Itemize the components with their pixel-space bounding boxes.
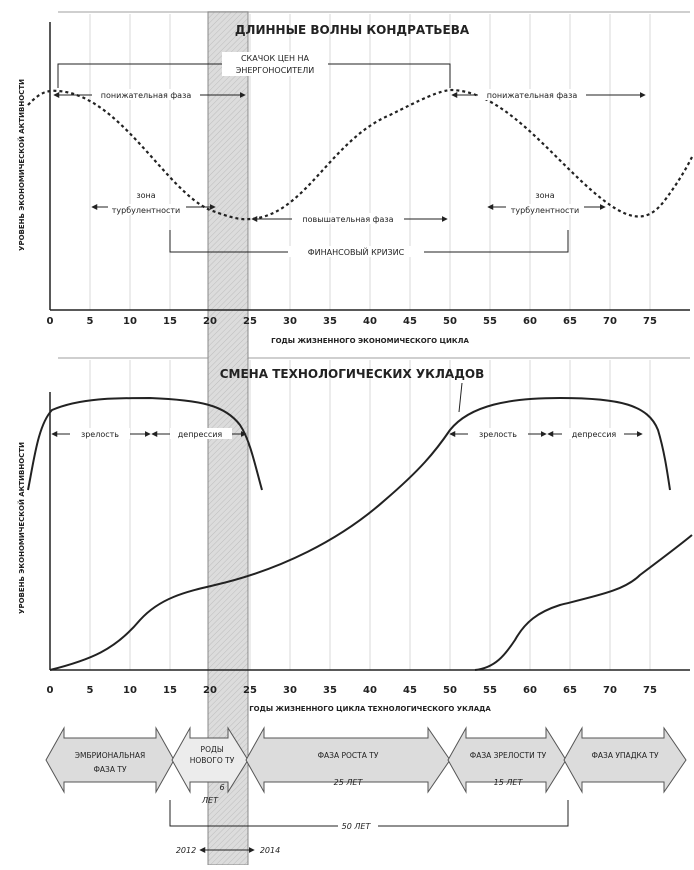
bottom-tick-35: 35 <box>323 685 337 696</box>
bottom-tick-45: 45 <box>403 685 417 696</box>
maturity-1-label: зрелость <box>81 430 119 439</box>
price-drop-label-bg <box>222 52 328 76</box>
top-tick-labels: 0 5 10 15 20 25 30 35 40 45 50 55 60 65 … <box>47 316 657 327</box>
decline-phase-arrow <box>563 726 687 794</box>
bottom-tick-20: 20 <box>203 685 217 696</box>
bottom-tick-55: 55 <box>483 685 497 696</box>
turbulence-1-line2: турбулентности <box>112 206 180 215</box>
year-end-label: 2014 <box>260 846 280 855</box>
birth-phase-line1: РОДЫ <box>201 745 224 754</box>
price-drop-label-line2: ЭНЕРГОНОСИТЕЛИ <box>236 66 314 75</box>
top-tick-70: 70 <box>603 316 617 327</box>
top-tick-55: 55 <box>483 316 497 327</box>
birth-phase-line2: НОВОГО ТУ <box>190 756 235 765</box>
embryonic-phase-line2: ФАЗА ТУ <box>93 765 126 774</box>
bottom-tick-25: 25 <box>243 685 257 696</box>
kondratiev-wave <box>27 88 693 221</box>
embryonic-phase-arrow <box>45 726 175 794</box>
maturity-2-label: зрелость <box>479 430 517 439</box>
new-mode-curve <box>474 534 693 671</box>
bottom-tick-75: 75 <box>643 685 657 696</box>
top-tick-40: 40 <box>363 316 377 327</box>
bottom-tick-60: 60 <box>523 685 537 696</box>
top-chart-title: ДЛИННЫЕ ВОЛНЫ КОНДРАТЬЕВА <box>235 23 470 37</box>
current-mode-curve <box>49 396 671 671</box>
top-tick-15: 15 <box>163 316 177 327</box>
bottom-tick-0: 0 <box>47 685 54 696</box>
top-tick-10: 10 <box>123 316 137 327</box>
curve-pointer-line <box>458 382 463 413</box>
top-tick-65: 65 <box>563 316 577 327</box>
up-phase-label: повышательная фаза <box>302 215 393 224</box>
top-tick-25: 25 <box>243 316 257 327</box>
top-tick-75: 75 <box>643 316 657 327</box>
turbulence-2-line2: турбулентности <box>511 206 579 215</box>
top-tick-0: 0 <box>47 316 54 327</box>
top-tick-20: 20 <box>203 316 217 327</box>
bottom-tick-10: 10 <box>123 685 137 696</box>
bottom-chart-title: СМЕНА ТЕХНОЛОГИЧЕСКИХ УКЛАДОВ <box>220 367 485 381</box>
top-tick-45: 45 <box>403 316 417 327</box>
top-tick-35: 35 <box>323 316 337 327</box>
bottom-x-axis-label: ГОДЫ ЖИЗНЕННОГО ЦИКЛА ТЕХНОЛОГИЧЕСКОГО У… <box>249 705 491 713</box>
maturity-phase-years: 15 ЛЕТ <box>494 778 524 787</box>
top-x-axis-label: ГОДЫ ЖИЗНЕННОГО ЭКОНОМИЧЕСКОГО ЦИКЛА <box>271 337 469 345</box>
embryonic-phase-line1: ЭМБРИОНАЛЬНАЯ <box>75 751 145 760</box>
decline-phase-label: ФАЗА УПАДКА ТУ <box>591 751 659 760</box>
bottom-y-axis-label: УРОВЕНЬ ЭКОНОМИЧЕСКОЙ АКТИВНОСТИ <box>17 442 26 614</box>
year-start-label: 2012 <box>176 846 196 855</box>
bottom-tick-50: 50 <box>443 685 457 696</box>
top-tick-50: 50 <box>443 316 457 327</box>
bottom-tick-30: 30 <box>283 685 297 696</box>
crisis-label: ФИНАНСОВЫЙ КРИЗИС <box>308 246 405 257</box>
depression-1-label: депрессия <box>178 430 223 439</box>
birth-years-line1: 6 <box>219 783 224 792</box>
depression-2-label: депрессия <box>572 430 617 439</box>
bottom-tick-40: 40 <box>363 685 377 696</box>
growth-phase-label: ФАЗА РОСТА ТУ <box>318 751 379 760</box>
turbulence-1-line1: зона <box>136 191 155 200</box>
birth-years-line2: ЛЕТ <box>201 796 219 805</box>
top-y-axis-label: УРОВЕНЬ ЭКОНОМИЧЕСКОЙ АКТИВНОСТИ <box>17 79 26 251</box>
bottom-tick-15: 15 <box>163 685 177 696</box>
bottom-tick-65: 65 <box>563 685 577 696</box>
down-phase-1-label: понижательная фаза <box>101 91 192 100</box>
bottom-tick-labels: 0 5 10 15 20 25 30 35 40 45 50 55 60 65 … <box>47 685 657 696</box>
maturity-phase-label: ФАЗА ЗРЕЛОСТИ ТУ <box>470 751 547 760</box>
down-phase-2-label: понижательная фаза <box>487 91 578 100</box>
turbulence-2-line1: зона <box>535 191 554 200</box>
top-tick-30: 30 <box>283 316 297 327</box>
price-drop-label-line1: СКАЧОК ЦЕН НА <box>241 54 310 63</box>
fifty-years-label: 50 ЛЕТ <box>342 822 372 831</box>
top-tick-60: 60 <box>523 316 537 327</box>
bottom-tick-5: 5 <box>87 685 94 696</box>
bottom-tick-70: 70 <box>603 685 617 696</box>
top-tick-5: 5 <box>87 316 94 327</box>
growth-phase-years: 25 ЛЕТ <box>334 778 364 787</box>
